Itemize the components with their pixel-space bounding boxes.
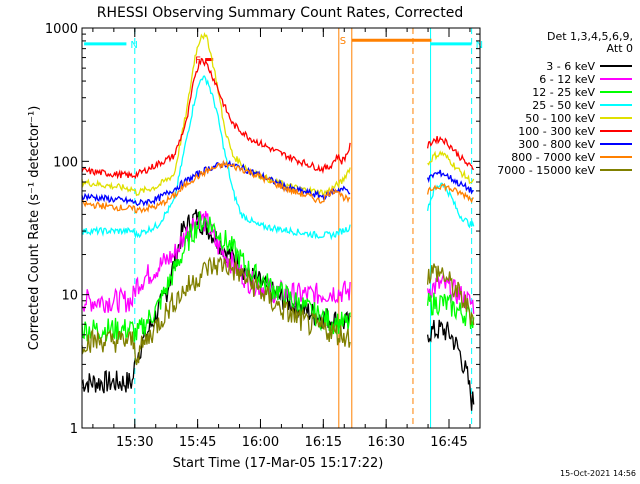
- series-line: [426, 319, 475, 411]
- y-axis-label: Corrected Count Rate (s⁻¹ detector⁻¹): [27, 106, 42, 351]
- y-tick-label: 100: [53, 155, 78, 170]
- flag-label: F: [195, 56, 201, 67]
- series-line: [81, 256, 351, 366]
- x-axis-label: Start Time (17-Mar-05 15:17:22): [173, 456, 384, 471]
- flag-label: S: [340, 36, 346, 47]
- x-tick-label: 15:45: [179, 435, 216, 450]
- x-tick-label: 15:30: [116, 435, 153, 450]
- series-line: [426, 183, 474, 204]
- legend-item-label: 3 - 6 keV: [546, 60, 595, 73]
- legend-item-label: 25 - 50 keV: [532, 99, 595, 112]
- legend-item-label: 7000 - 15000 keV: [497, 164, 595, 177]
- legend-item-label: 50 - 100 keV: [525, 112, 595, 125]
- series-line: [81, 75, 351, 241]
- flag-label: N: [476, 40, 483, 51]
- flag-label: N: [130, 40, 137, 51]
- series-line: [81, 211, 351, 342]
- y-tick-label: 1000: [45, 22, 78, 37]
- legend-item-label: 100 - 300 keV: [518, 125, 595, 138]
- x-axis: 15:30 15:45 16:00 16:15 16:30 16:45: [92, 28, 471, 450]
- series-line: [427, 150, 475, 185]
- legend-item-label: 800 - 7000 keV: [511, 151, 595, 164]
- series-line: [81, 159, 351, 214]
- series-line: [426, 135, 474, 171]
- series-line: [426, 292, 475, 329]
- x-tick-label: 16:30: [367, 435, 404, 450]
- y-axis: 1 10 100 1000: [45, 22, 480, 437]
- x-tick-label: 16:00: [242, 435, 279, 450]
- series-line: [81, 57, 351, 180]
- series-line: [426, 169, 474, 195]
- legend-item-label: 12 - 25 keV: [532, 86, 595, 99]
- series-line: [81, 159, 351, 207]
- legend-item-label: 6 - 12 keV: [539, 73, 595, 86]
- x-tick-label: 16:15: [305, 435, 342, 450]
- y-tick-label: 10: [61, 289, 78, 304]
- y-tick-label: 1: [70, 422, 78, 437]
- chart-title: RHESSI Observing Summary Count Rates, Co…: [97, 5, 463, 21]
- legend-item-label: 300 - 800 keV: [518, 138, 595, 151]
- x-tick-label: 16:45: [430, 435, 467, 450]
- series-line: [81, 210, 351, 314]
- footer-date: 15-Oct-2021 14:56: [560, 469, 636, 478]
- series-line: [426, 263, 475, 325]
- legend-title: Det 1,3,4,5,6,9,: [547, 30, 633, 43]
- series-line: [81, 32, 351, 198]
- legend-subtitle: Att 0: [607, 42, 633, 55]
